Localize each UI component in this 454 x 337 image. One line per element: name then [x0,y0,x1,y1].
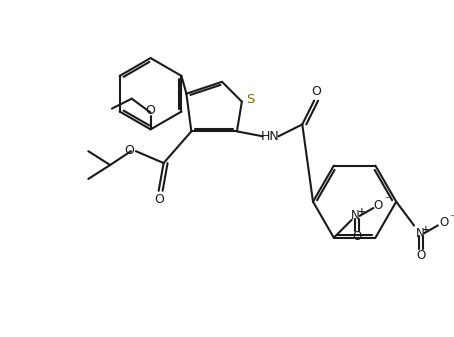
Text: ⁻: ⁻ [384,194,390,208]
Text: O: O [155,193,165,206]
Text: +: + [358,208,365,216]
Text: N: N [351,209,360,222]
Text: O: O [374,198,383,212]
Text: S: S [247,93,255,106]
Text: N: N [415,227,424,240]
Text: O: O [439,216,449,229]
Text: +: + [422,225,430,234]
Text: O: O [311,85,321,98]
Text: O: O [146,104,156,117]
Text: HN: HN [261,130,280,143]
Text: O: O [352,230,361,243]
Text: O: O [124,144,134,157]
Text: ⁻: ⁻ [449,212,454,225]
Text: O: O [416,249,425,262]
